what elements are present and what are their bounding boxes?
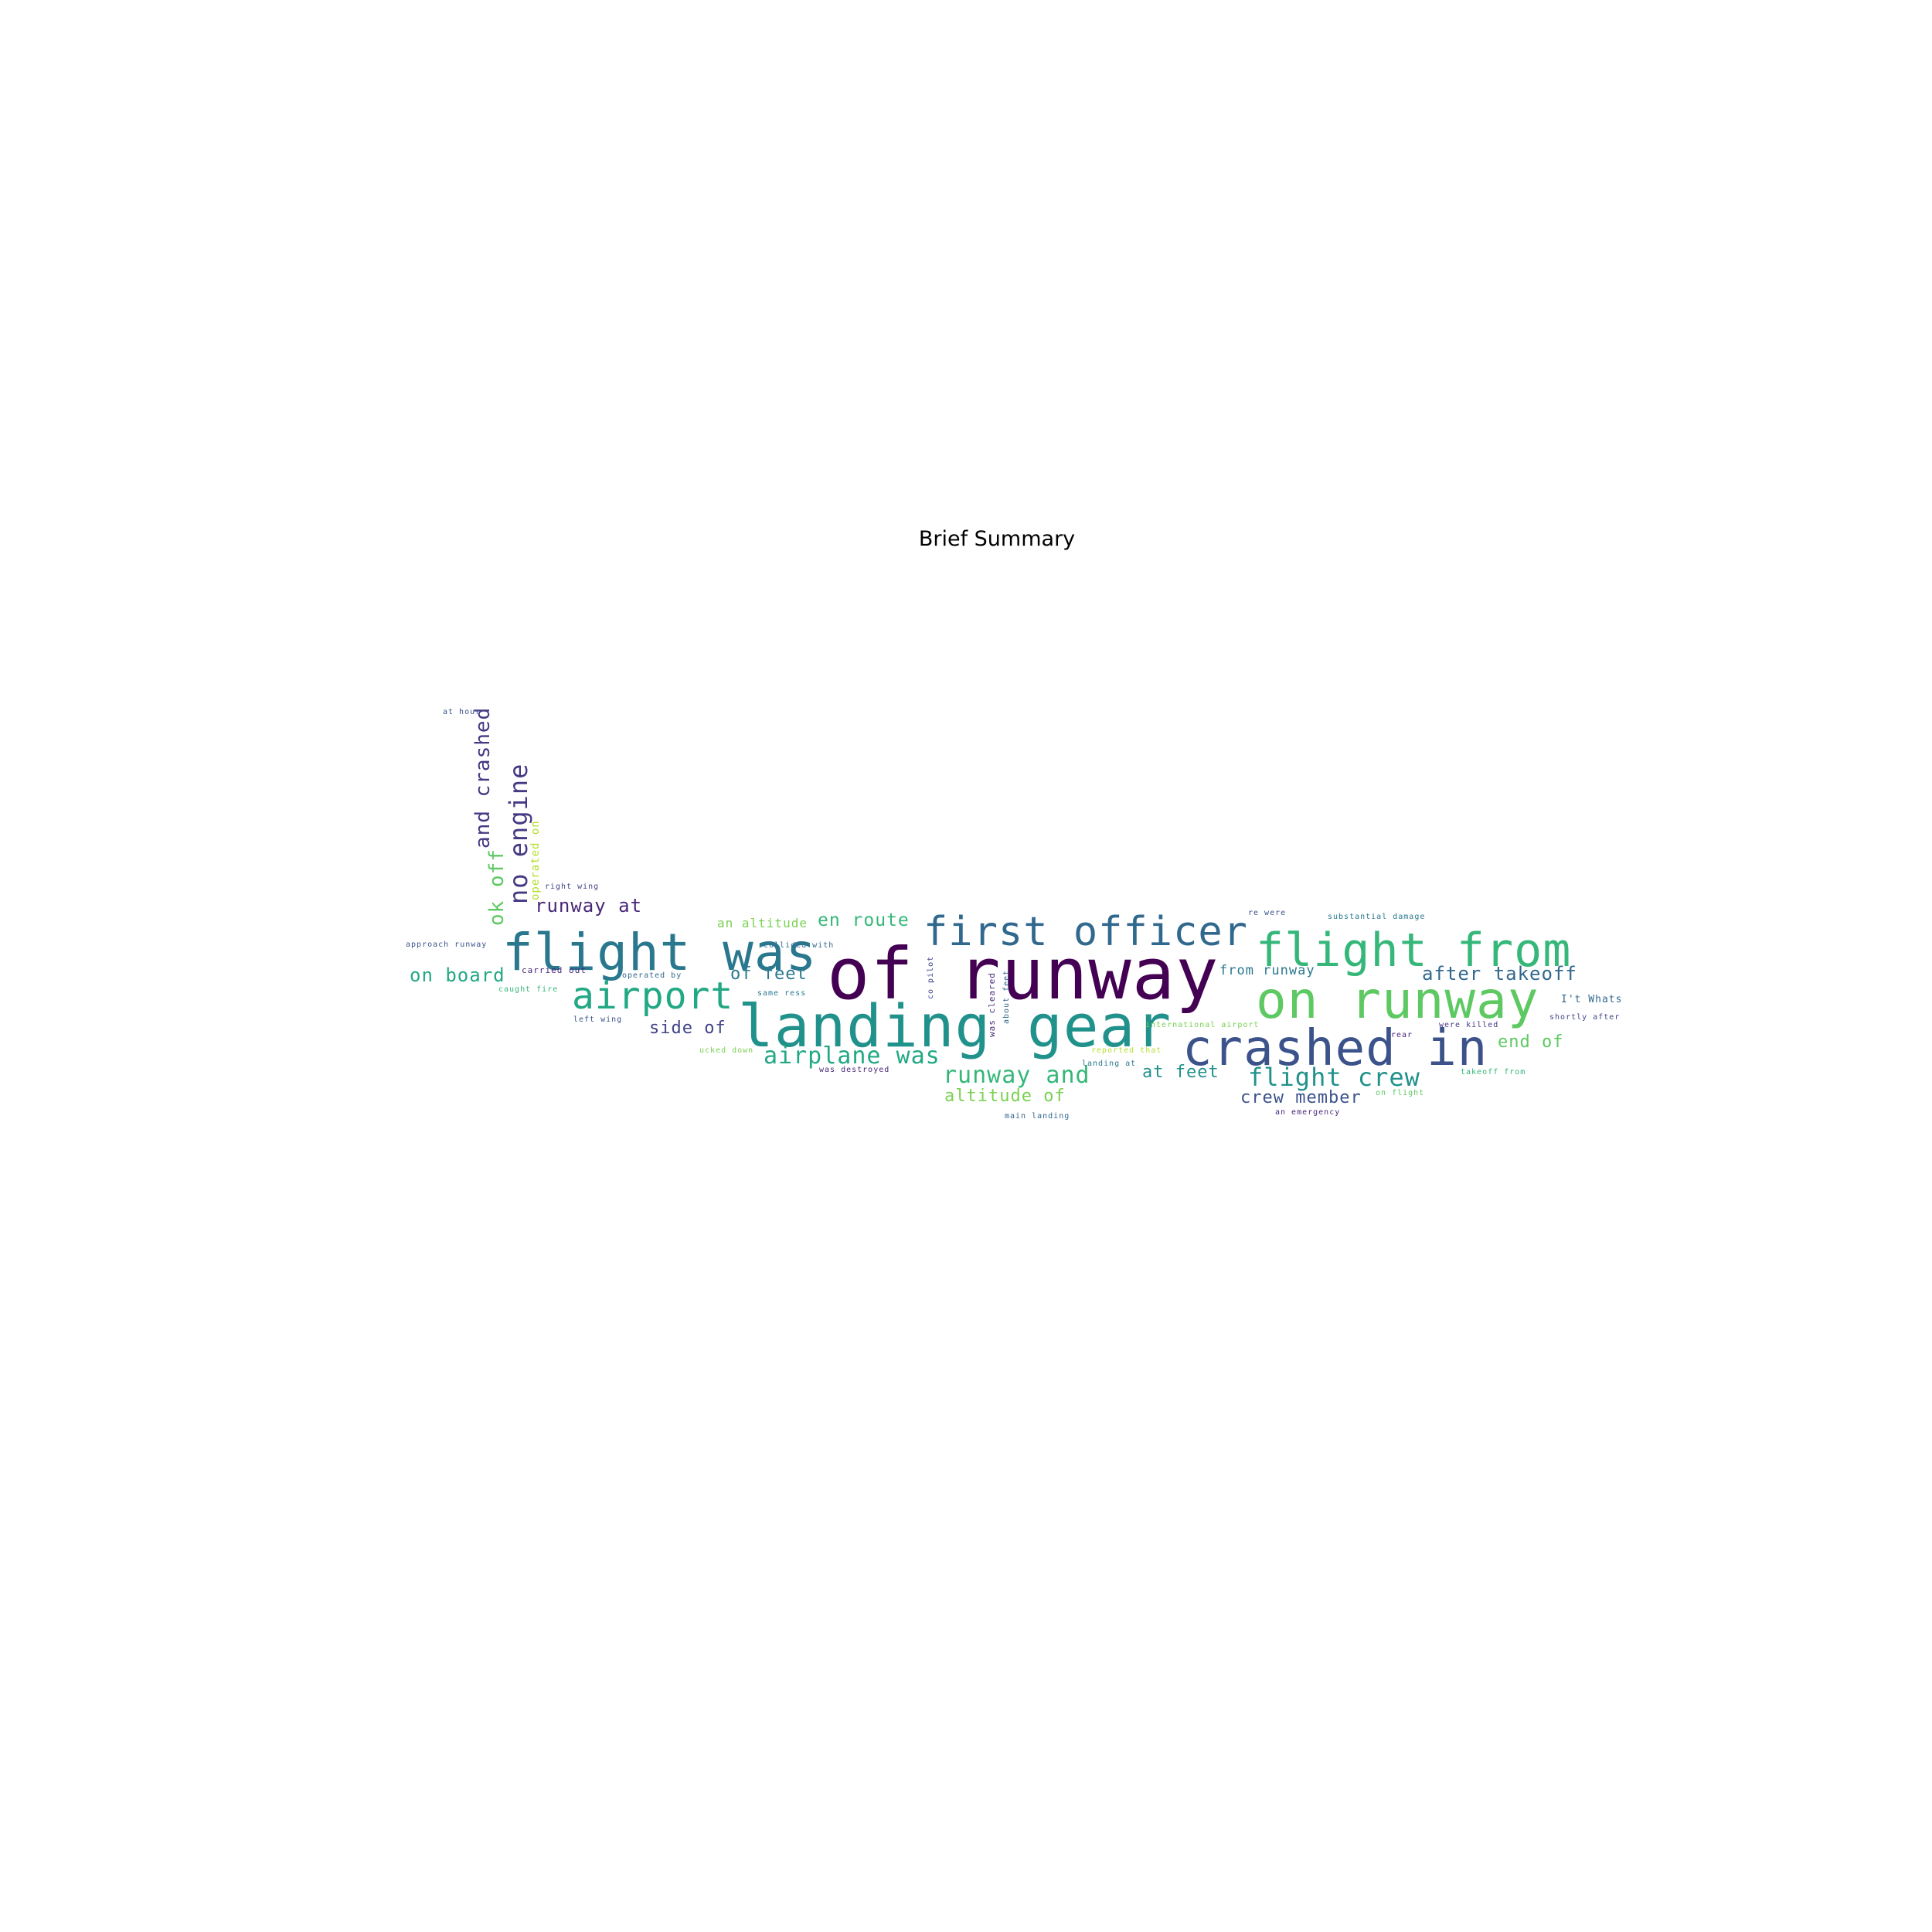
word-at-feet: at feet	[1142, 1063, 1219, 1082]
word-flight-was: flight was	[502, 923, 818, 982]
word-of-feet: of feet	[730, 964, 808, 984]
word-flight-crew: flight crew	[1248, 1063, 1420, 1092]
word-approach-runway: approach runway	[406, 940, 488, 949]
word-shortly-after: shortly after	[1549, 1013, 1621, 1022]
word-were-killed: were killed	[1439, 1021, 1499, 1029]
word-substantial-damage: substantial damage	[1328, 913, 1426, 921]
word-reported-that: reported that	[1091, 1046, 1162, 1055]
word-landing-gear: landing gear	[738, 992, 1172, 1060]
word-of-runway: of runway	[827, 933, 1219, 1015]
word-operated-on: operated on	[529, 820, 542, 900]
word-operated-by: operated by	[622, 971, 682, 980]
word-an-altitude: an altitude	[717, 916, 808, 930]
word-ucked-down: ucked down	[699, 1046, 754, 1055]
word-rear: rear	[1391, 1031, 1413, 1039]
word-takeoff-from: takeoff from	[1461, 1068, 1526, 1077]
word-altitude-of: altitude of	[944, 1087, 1066, 1106]
word-crashed-in: crashed in	[1182, 1020, 1488, 1077]
word-and-crashed: and crashed	[471, 706, 495, 849]
word-first-officer: first officer	[923, 909, 1248, 955]
word-runway-at: runway at	[535, 895, 643, 917]
word-after-takeoff: after takeoff	[1422, 963, 1577, 985]
word-was-destroyed: was destroyed	[819, 1066, 890, 1074]
word-its-whats: I't Whats	[1561, 994, 1623, 1005]
word-about-feet: about feet	[1002, 969, 1011, 1024]
word-flight-from: flight from	[1256, 923, 1572, 978]
word-international-airport: international airport	[1145, 1021, 1260, 1029]
word-at-hour: at hour	[443, 708, 481, 716]
word-on-flight: on flight	[1376, 1089, 1425, 1097]
word-airport: airport	[572, 975, 734, 1018]
word-carried-out: carried out	[522, 965, 587, 975]
word-airplane-was: airplane was	[764, 1043, 940, 1070]
word-was-cleared: was cleared	[987, 972, 997, 1037]
word-re-were: re were	[1248, 909, 1287, 917]
word-main-landing: main landing	[1005, 1112, 1070, 1121]
word-from-runway: from runway	[1219, 963, 1315, 978]
word-same-ress: same ress	[757, 989, 807, 998]
word-side-of: side of	[649, 1019, 726, 1038]
word-end-of: end of	[1498, 1032, 1564, 1052]
word-co-pilot: co pilot	[927, 955, 935, 999]
word-an-emergency: an emergency	[1275, 1108, 1341, 1117]
word-on-runway: on runway	[1256, 971, 1539, 1030]
word-crew-member: crew member	[1240, 1088, 1362, 1107]
word-left-wing: left wing	[573, 1015, 623, 1024]
word-ok-off: ok off	[485, 849, 509, 926]
word-en-route: en route	[818, 910, 910, 930]
page-title: Brief Summary	[918, 527, 1076, 551]
word-no-engine: no engine	[504, 763, 533, 904]
word-right-wing: right wing	[545, 883, 600, 891]
word-runway-and: runway and	[943, 1062, 1090, 1089]
word-on-board: on board	[410, 964, 505, 986]
word-caught-fire: caught fire	[498, 985, 559, 994]
word-landing-at: landing at	[1082, 1060, 1137, 1068]
word-collided-with: collided with	[764, 941, 835, 950]
